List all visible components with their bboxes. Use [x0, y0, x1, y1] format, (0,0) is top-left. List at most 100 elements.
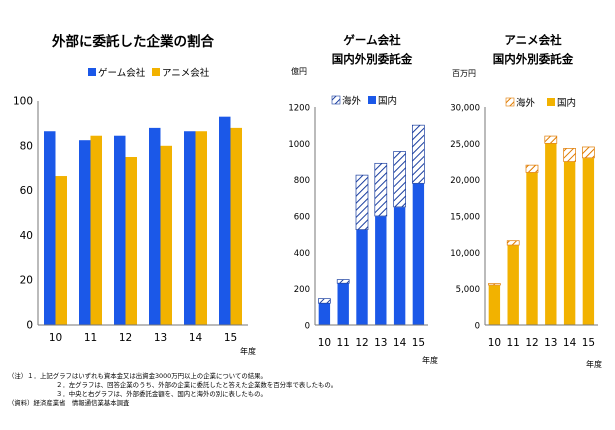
chart3-legend-swatch-domestic: [547, 98, 555, 106]
chart3-xlabel: 年度: [586, 359, 602, 369]
chart3-ytick-label: 0: [475, 322, 480, 332]
chart2-ytick-label: 200: [294, 285, 310, 295]
chart2-xlabel: 年度: [422, 355, 438, 365]
chart1-bar-game: [149, 127, 161, 325]
chart2-title-line1: ゲーム会社: [343, 33, 401, 47]
chart3-legend-label-domestic: 国内: [557, 97, 576, 109]
chart3-xtick-label: 10: [488, 337, 501, 349]
chart-game-outsourcing-amount: ゲーム会社 国内外別委託金 億円 海外 国内 0 200 400 600 800 1000…: [288, 33, 438, 365]
chart3-ytick-label: 30,000: [450, 104, 480, 114]
chart1-bar-game: [44, 131, 56, 325]
chart2-ytick-label: 400: [294, 249, 310, 259]
chart2-legend-label-overseas: 海外: [342, 95, 362, 107]
chart-outsourcing-ratio: 外部に委託した企業の割合 ゲーム会社 アニメ会社 0 20 40 60 80 100 10…: [13, 33, 256, 356]
chart3-bar-overseas: [488, 283, 501, 286]
chart2-ytick-label: 1200: [288, 104, 310, 114]
chart1-xtick-label: 10: [49, 332, 62, 344]
chart2-bar-domestic: [355, 229, 369, 326]
chart2-legend-label-domestic: 国内: [378, 95, 397, 107]
chart1-ytick-label: 20: [20, 275, 33, 287]
chart3-bar-overseas: [582, 146, 595, 159]
chart2-xtick-label: 10: [318, 337, 331, 349]
chart1-bar-anime: [55, 176, 67, 325]
chart2-bar-domestic: [336, 282, 350, 326]
chart3-bar-domestic: [525, 172, 539, 326]
chart1-bar-anime: [195, 131, 207, 325]
chart3-bar-domestic: [506, 244, 520, 326]
chart1-xtick-label: 11: [84, 332, 97, 344]
chart3-title-line2: 国内外別委託金: [493, 52, 574, 66]
chart3-legend-label-overseas: 海外: [516, 97, 536, 109]
chart1-ytick-label: 40: [20, 230, 33, 242]
chart3-bar-domestic: [563, 161, 576, 326]
chart2-bar-overseas: [393, 151, 406, 208]
chart3-xtick-label: 11: [507, 337, 520, 349]
chart1-ytick-label: 100: [13, 96, 33, 108]
chart1-bar-game: [114, 135, 126, 325]
chart3-bar-overseas: [544, 135, 558, 144]
chart2-xtick-label: 13: [374, 337, 387, 349]
chart2-bar-domestic: [412, 183, 425, 326]
chart1-bar-anime: [160, 145, 172, 325]
chart3-bar-overseas: [525, 164, 539, 173]
chart3-xtick-label: 13: [544, 337, 557, 349]
chart3-bar-domestic: [488, 284, 501, 326]
chart2-bar-overseas: [355, 174, 369, 230]
chart1-bar-anime: [230, 127, 242, 325]
chart1-bar-game: [79, 140, 91, 325]
chart3-legend-swatch-overseas: [505, 97, 515, 107]
chart2-bar-domestic: [374, 215, 388, 326]
chart2-ytick-label: 600: [294, 213, 310, 223]
chart1-bar-game: [219, 116, 231, 326]
chart2-xtick-label: 11: [337, 337, 350, 349]
chart1-legend-label-game: ゲーム会社: [98, 67, 146, 79]
note-1: （注）１．上記グラフはいずれも資本金又は出資金3000万円以上の企業についての結…: [8, 372, 267, 380]
chart2-bar-overseas: [336, 279, 350, 284]
chart1-bar-game: [184, 131, 196, 325]
chart3-xtick-label: 12: [525, 337, 538, 349]
chart3-ytick-label: 5,000: [456, 285, 480, 295]
chart1-xlabel: 年度: [240, 346, 256, 356]
chart3-ytick-label: 15,000: [450, 213, 480, 223]
chart3-bar-domestic: [582, 157, 595, 326]
chart1-legend-label-anime: アニメ会社: [162, 67, 210, 79]
note-2: ２．左グラフは、回答企業のうち、外部の企業に委託したと答えた企業数を百分率で表し…: [56, 381, 338, 389]
chart-anime-outsourcing-amount: アニメ会社 国内外別委託金 百万円 海外 国内 0 5,000 10,000 15,0…: [450, 33, 602, 369]
chart3-ytick-label: 10,000: [450, 249, 480, 259]
chart1-xtick-label: 14: [189, 332, 203, 344]
note-3: ３．中央と右グラフは、外部委託金額を、国内と海外の別に表したもの。: [56, 390, 267, 398]
chart3-xtick-label: 15: [582, 337, 595, 349]
chart1-title: 外部に委託した企業の割合: [52, 33, 214, 50]
chart3-title-line1: アニメ会社: [504, 33, 562, 47]
chart2-unit-label: 億円: [291, 66, 307, 76]
chart2-xtick-label: 12: [355, 337, 368, 349]
chart2-bar-overseas: [318, 298, 331, 304]
chart3-ytick-label: 20,000: [450, 176, 480, 186]
chart1-xtick-label: 12: [119, 332, 132, 344]
chart2-legend-swatch-overseas: [331, 95, 341, 105]
chart3-unit-label: 百万円: [452, 69, 476, 78]
chart2-xtick-label: 14: [393, 337, 407, 349]
chart1-bar-anime: [90, 135, 102, 325]
chart2-legend-swatch-domestic: [368, 96, 376, 104]
chart2-bar-domestic: [318, 302, 331, 326]
chart1-ytick-label: 80: [20, 140, 33, 152]
chart1-legend-swatch-game: [88, 68, 96, 76]
chart3-ytick-label: 25,000: [450, 140, 480, 150]
chart2-bar-overseas: [374, 162, 388, 217]
chart3-bar-overseas: [563, 148, 576, 162]
chart2-bar-domestic: [393, 206, 406, 326]
chart1-xtick-label: 13: [154, 332, 167, 344]
chart3-bar-overseas: [506, 240, 520, 246]
chart2-xtick-label: 15: [412, 337, 425, 349]
chart3-bar-domestic: [544, 143, 558, 326]
chart2-bar-overseas: [412, 124, 425, 184]
chart2-ytick-label: 1000: [288, 140, 310, 150]
note-source: （資料）経済産業省 情報通信業基本調査: [8, 399, 130, 407]
chart2-ytick-label: 800: [294, 176, 310, 186]
chart2-title-line2: 国内外別委託金: [332, 52, 413, 66]
chart1-bar-anime: [125, 157, 137, 325]
chart2-ytick-label: 0: [305, 322, 310, 332]
